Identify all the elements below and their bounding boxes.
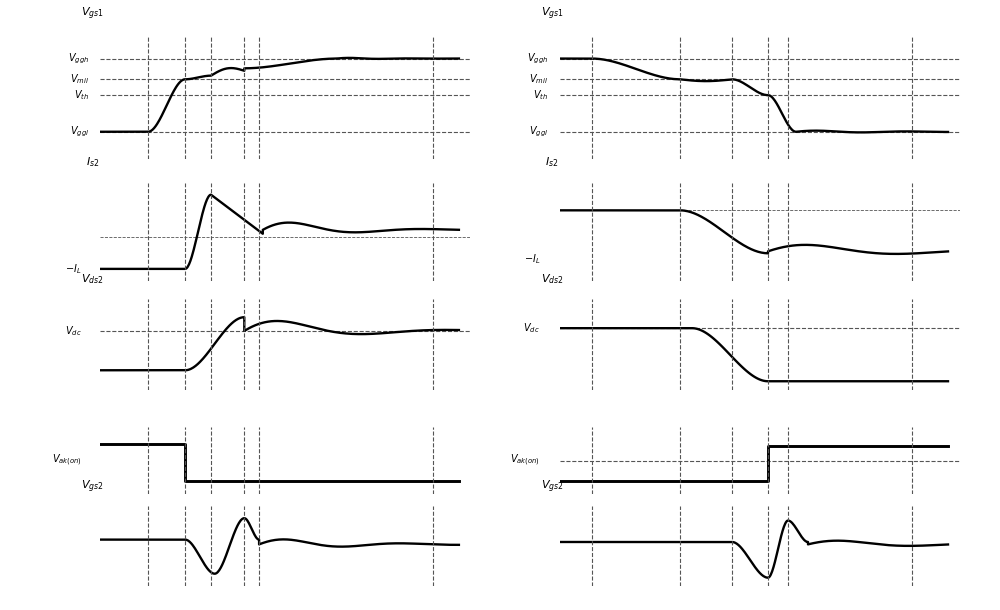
Text: $V_{gs1}$: $V_{gs1}$ xyxy=(81,5,104,22)
Text: $V_{dc}$: $V_{dc}$ xyxy=(65,324,82,338)
Text: $V_{ds2}$: $V_{ds2}$ xyxy=(541,272,563,286)
Text: $t_4$: $t_4$ xyxy=(254,609,264,610)
Text: $V_{mil}$: $V_{mil}$ xyxy=(529,73,548,86)
Text: $t_9$: $t_9$ xyxy=(763,609,773,610)
Text: $I_{s2}$: $I_{s2}$ xyxy=(545,156,559,170)
Text: $V_{mil}$: $V_{mil}$ xyxy=(70,73,89,86)
Text: $V_{th}$: $V_{th}$ xyxy=(533,88,548,102)
Text: $t_5$: $t_5$ xyxy=(428,609,438,610)
Text: $-I_L$: $-I_L$ xyxy=(524,252,540,266)
Text: $t_2$: $t_2$ xyxy=(206,609,216,610)
Text: $t_6$: $t_6$ xyxy=(587,609,597,610)
Text: $V_{ggl}$: $V_{ggl}$ xyxy=(529,124,548,139)
Text: $V_{gs1}$: $V_{gs1}$ xyxy=(541,5,563,22)
Text: $t_{10}$: $t_{10}$ xyxy=(781,609,795,610)
Text: $V_{th}$: $V_{th}$ xyxy=(74,88,89,102)
Text: $V_{ds2}$: $V_{ds2}$ xyxy=(81,272,104,286)
Text: $V_{ggh}$: $V_{ggh}$ xyxy=(68,51,89,66)
Text: $t_3$: $t_3$ xyxy=(239,609,249,610)
Text: $I_{s2}$: $I_{s2}$ xyxy=(86,156,99,170)
Text: $V_{gs2}$: $V_{gs2}$ xyxy=(81,479,104,495)
Text: $t_{11}$: $t_{11}$ xyxy=(905,609,919,610)
Text: $t_8$: $t_8$ xyxy=(727,609,737,610)
Text: $t_1$: $t_1$ xyxy=(180,609,190,610)
Text: $V_{ggl}$: $V_{ggl}$ xyxy=(70,124,89,139)
Text: $V_{ak(on)}$: $V_{ak(on)}$ xyxy=(510,453,540,468)
Text: $V_{dc}$: $V_{dc}$ xyxy=(523,321,540,335)
Text: $t_0$: $t_0$ xyxy=(143,609,153,610)
Text: $V_{gs2}$: $V_{gs2}$ xyxy=(541,479,563,495)
Text: $V_{ak(on)}$: $V_{ak(on)}$ xyxy=(52,453,82,468)
Text: $-I_L$: $-I_L$ xyxy=(65,262,82,276)
Text: $V_{ggh}$: $V_{ggh}$ xyxy=(527,51,548,66)
Text: $t_7$: $t_7$ xyxy=(675,609,685,610)
